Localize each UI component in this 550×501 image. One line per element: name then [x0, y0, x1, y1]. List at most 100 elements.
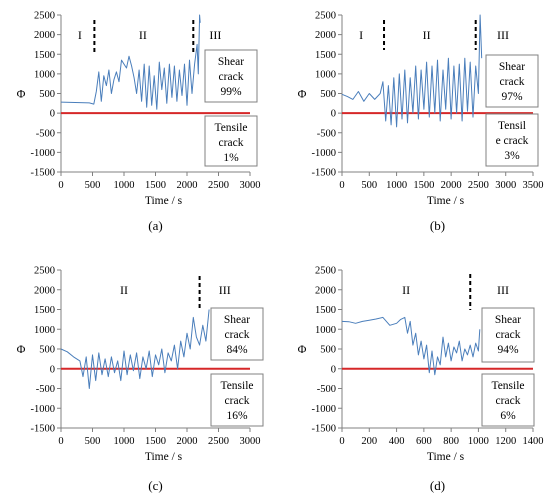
panel-b-x-tick-label: 500: [361, 180, 377, 191]
panel-d-x-axis-title: Time / s: [427, 451, 465, 463]
panel-b-y-tick-label: -1000: [312, 148, 337, 159]
panel-a-shear-box-text: Shear: [218, 56, 244, 68]
panel-b-stage-label: III: [497, 28, 509, 42]
panel-d-y-tick-label: 1500: [315, 305, 336, 316]
panel-a-shear-box-text: 99%: [220, 86, 242, 98]
panel-a-y-tick-label: 0: [50, 109, 55, 120]
panel-b-tensile-box-text: 3%: [504, 150, 520, 162]
panel-a-x-tick-label: 2500: [208, 180, 229, 191]
panel-a-shear-box: [204, 49, 258, 103]
panel-a-y-tick-label: -1000: [31, 148, 56, 159]
panel-b-shear-box-text: 97%: [501, 91, 523, 103]
panel-b-x-tick-label: 2000: [441, 180, 462, 191]
panel-a-shear-box-text: crack: [219, 71, 244, 83]
panel-d-y-tick-label: -1000: [312, 404, 337, 415]
panel-a-y-tick-label: 1500: [34, 50, 55, 61]
panel-c-stage-label: III: [219, 283, 231, 297]
panel-a-caption: (a): [148, 218, 162, 233]
panel-c-x-axis-title: Time / s: [145, 451, 183, 463]
panel-b-x-tick-label: 2500: [468, 180, 489, 191]
panel-a-x-tick-label: 1500: [145, 180, 166, 191]
panel-b-x-axis-title: Time / s: [427, 195, 465, 207]
panel-d-tensile-box: [481, 373, 535, 427]
panel-a-tensile-box-text: crack: [219, 137, 244, 149]
panel-a-y-tick-label: 2000: [34, 30, 55, 41]
panel-b-shear-box: [485, 54, 539, 108]
panel-c-x-tick-label: 3000: [240, 436, 261, 447]
panel-d-x-tick-label: 600: [416, 436, 432, 447]
panel-b-y-tick-label: 2000: [315, 30, 336, 41]
panel-d-tensile-box-text: crack: [496, 395, 521, 407]
panel-b-y-tick-label: 2500: [315, 11, 336, 22]
panel-a-stage-label: II: [139, 28, 147, 42]
panel-a-stage-label: I: [78, 28, 82, 42]
panel-b-y-tick-label: 1500: [315, 50, 336, 61]
panel-c-x-tick-label: 1000: [114, 436, 135, 447]
panel-c-y-tick-label: 1000: [34, 325, 55, 336]
panel-a-x-tick-label: 0: [58, 180, 63, 191]
panel-d-x-tick-label: 1000: [468, 436, 489, 447]
panel-c-y-axis-title: Φ: [17, 342, 26, 356]
panel-a-y-tick-label: -1500: [31, 168, 56, 179]
panel-c-y-tick-label: 1500: [34, 305, 55, 316]
panel-a-x-axis-title: Time / s: [145, 195, 183, 207]
panel-a-stage-label: III: [209, 28, 221, 42]
panel-c-y-tick-label: 2500: [34, 266, 55, 277]
panel-c-y-tick-label: 500: [39, 345, 55, 356]
panel-d-y-tick-label: 2500: [315, 266, 336, 277]
panel-c-tensile-box-text: crack: [225, 395, 250, 407]
panel-d-y-tick-label: 2000: [315, 285, 336, 296]
panel-b-tensile-box-text: Tensil: [498, 120, 526, 132]
panel-b-tensile-box-text: e crack: [496, 135, 529, 147]
panel-d-y-tick-label: 1000: [315, 325, 336, 336]
panel-a-tensile-box-text: Tensile: [214, 122, 247, 134]
panel-c-caption: (c): [148, 478, 162, 493]
panel-b-y-tick-label: 0: [331, 109, 336, 120]
panel-d-x-tick-label: 0: [339, 436, 344, 447]
panel-b-x-tick-label: 1000: [386, 180, 407, 191]
panel-a-y-tick-label: -500: [36, 128, 55, 139]
panel-b-x-tick-label: 3000: [495, 180, 516, 191]
panel-c-shear-box-text: crack: [225, 329, 250, 341]
panel-c-tensile-box-text: 16%: [226, 410, 248, 422]
panel-a-x-tick-label: 3000: [240, 180, 261, 191]
panel-a-tensile-box-text: 1%: [223, 152, 239, 164]
panel-c-x-tick-label: 500: [85, 436, 101, 447]
panel-c-tensile-box: [210, 373, 264, 427]
panel-a-x-tick-label: 1000: [114, 180, 135, 191]
panel-d-y-axis-title: Φ: [298, 342, 307, 356]
panel-a-signal-line: [60, 14, 201, 110]
panel-c-y-tick-label: 0: [50, 364, 55, 375]
panel-c-tensile-box-text: Tensile: [220, 380, 253, 392]
panel-c-x-tick-label: 2000: [177, 436, 198, 447]
panel-d-y-tick-label: 0: [331, 364, 336, 375]
panel-c-shear-box: [210, 307, 264, 361]
panel-c-x-tick-label: 0: [58, 436, 63, 447]
panel-b-y-axis-title: Φ: [298, 87, 307, 101]
panel-a-y-tick-label: 2500: [34, 11, 55, 22]
panel-a-y-tick-label: 1000: [34, 69, 55, 80]
panel-d-x-tick-label: 1200: [495, 436, 516, 447]
panel-c-shear-box-text: 84%: [226, 344, 248, 356]
panel-b-stage-label: I: [359, 28, 363, 42]
panel-d-shear-box-text: Shear: [495, 314, 521, 326]
panel-b-y-tick-label: -1500: [312, 168, 337, 179]
panel-d-tensile-box-text: Tensile: [491, 380, 524, 392]
panel-c-y-tick-label: -1000: [31, 404, 56, 415]
panel-d-shear-box: [481, 307, 535, 363]
panel-c-y-tick-label: 2000: [34, 285, 55, 296]
panel-d-shear-box-text: crack: [496, 329, 521, 341]
panel-d-stage-label: III: [497, 283, 509, 297]
panel-c-x-tick-label: 2500: [208, 436, 229, 447]
panel-b-x-tick-label: 3500: [523, 180, 544, 191]
panel-d-x-tick-label: 1400: [523, 436, 544, 447]
panel-c-stage-label: II: [120, 283, 128, 297]
panel-b-x-tick-label: 1500: [413, 180, 434, 191]
panel-b-stage-label: II: [423, 28, 431, 42]
panel-d-stage-label: II: [402, 283, 410, 297]
panel-c-y-tick-label: -500: [36, 384, 55, 395]
panel-a-y-axis-title: Φ: [17, 87, 26, 101]
panel-c-y-tick-label: -1500: [31, 424, 56, 435]
panel-b-shear-box-text: Shear: [499, 61, 525, 73]
